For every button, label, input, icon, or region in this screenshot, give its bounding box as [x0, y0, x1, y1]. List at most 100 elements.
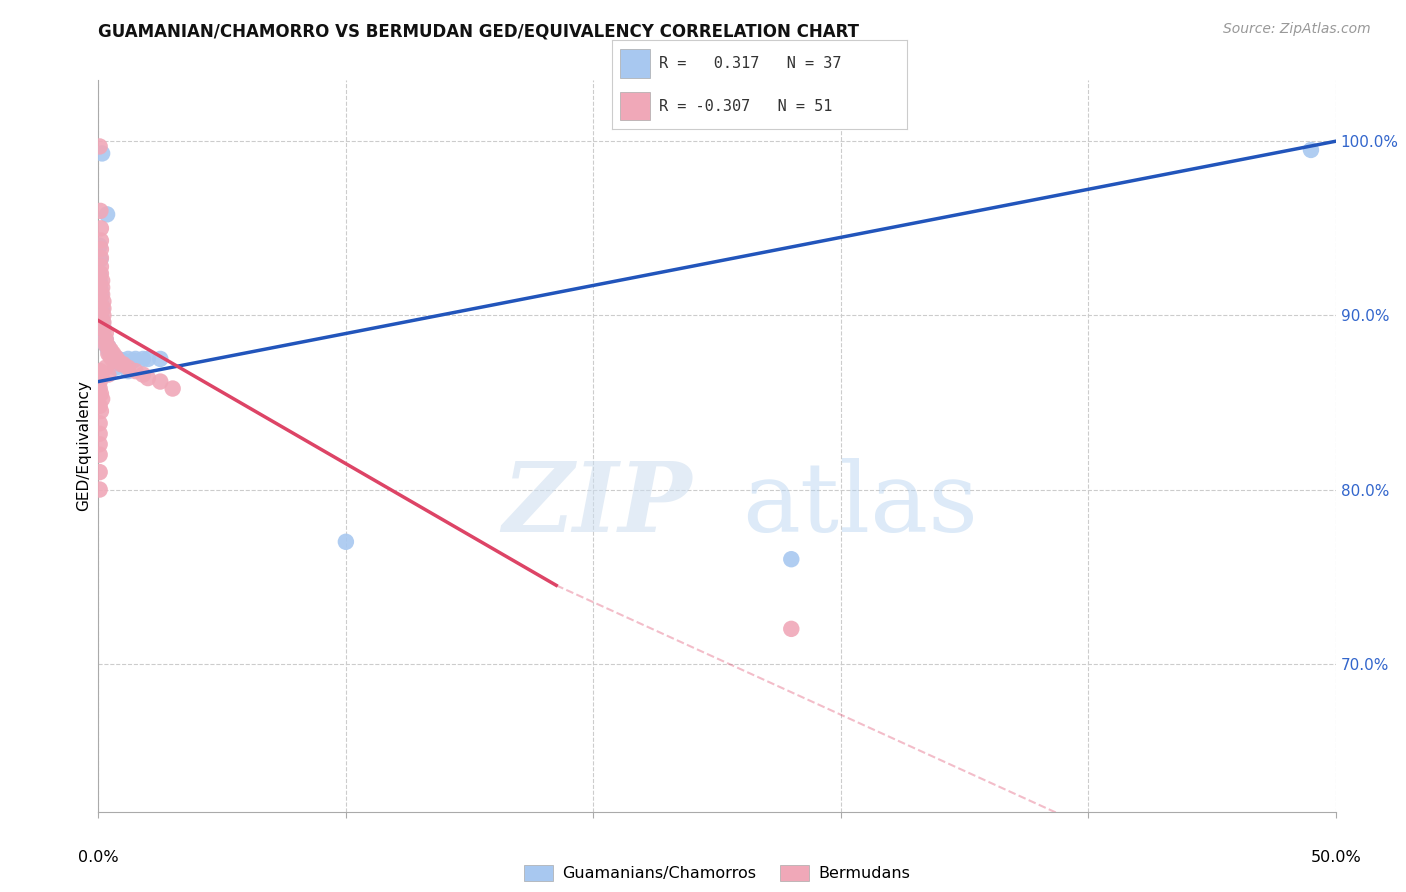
Point: [103, 350, 125, 364]
Point: [94, 360, 117, 375]
Point: [103, 353, 125, 368]
Point: [96, 207, 118, 221]
Point: [91, 392, 114, 406]
Point: [780, 552, 803, 566]
Point: [91, 287, 114, 301]
Point: [132, 368, 155, 382]
Point: [89, 465, 111, 479]
Point: [89, 437, 111, 451]
Text: atlas: atlas: [742, 458, 977, 551]
Point: [90, 251, 112, 265]
Point: [89, 448, 111, 462]
Point: [93, 320, 115, 334]
Point: [162, 382, 184, 396]
Point: [107, 351, 129, 366]
Point: [94, 333, 117, 347]
FancyBboxPatch shape: [620, 49, 650, 78]
Point: [90, 310, 112, 325]
Point: [103, 347, 125, 361]
Point: [89, 382, 111, 396]
Point: [91, 301, 114, 316]
FancyBboxPatch shape: [620, 92, 650, 120]
Point: [100, 343, 122, 358]
Point: [91, 274, 114, 288]
Point: [90, 404, 112, 418]
Point: [104, 350, 127, 364]
Point: [149, 375, 172, 389]
Point: [94, 338, 117, 352]
Point: [124, 364, 146, 378]
Point: [93, 322, 115, 336]
Point: [112, 357, 135, 371]
Point: [117, 351, 139, 366]
Point: [89, 282, 111, 296]
Point: [103, 350, 125, 364]
Point: [89, 274, 111, 288]
Point: [112, 353, 135, 368]
Point: [89, 417, 111, 431]
Point: [89, 238, 111, 252]
Legend: Guamanians/Chamorros, Bermudans: Guamanians/Chamorros, Bermudans: [517, 859, 917, 888]
Point: [90, 296, 112, 310]
Point: [89, 483, 111, 497]
Point: [90, 267, 112, 281]
Point: [107, 353, 129, 368]
Text: 50.0%: 50.0%: [1310, 850, 1361, 865]
Point: [89, 203, 111, 218]
Point: [122, 353, 145, 368]
Point: [335, 534, 357, 549]
Point: [132, 351, 155, 366]
Point: [91, 315, 114, 329]
Point: [100, 348, 122, 362]
Text: Source: ZipAtlas.com: Source: ZipAtlas.com: [1223, 22, 1371, 37]
Point: [94, 338, 117, 352]
Point: [89, 426, 111, 441]
Text: R = -0.307   N = 51: R = -0.307 N = 51: [659, 99, 832, 113]
Point: [124, 351, 146, 366]
Point: [89, 375, 111, 389]
Point: [90, 369, 112, 384]
Point: [89, 399, 111, 413]
Point: [89, 267, 111, 281]
Point: [110, 353, 132, 368]
Point: [93, 294, 115, 309]
Point: [97, 368, 120, 382]
Point: [90, 386, 112, 401]
Point: [91, 146, 114, 161]
Point: [97, 347, 120, 361]
Point: [1299, 143, 1322, 157]
Point: [97, 343, 120, 358]
Point: [93, 322, 115, 336]
Point: [90, 234, 112, 248]
Point: [93, 309, 115, 323]
Point: [91, 329, 114, 343]
Point: [136, 351, 159, 366]
Point: [90, 287, 112, 301]
Point: [89, 139, 111, 153]
Text: R =   0.317   N = 37: R = 0.317 N = 37: [659, 56, 841, 70]
Text: ZIP: ZIP: [503, 458, 692, 551]
Point: [104, 360, 127, 375]
Point: [100, 350, 122, 364]
Point: [780, 622, 803, 636]
Point: [90, 260, 112, 274]
Point: [97, 340, 120, 354]
Point: [100, 345, 122, 359]
Point: [91, 280, 114, 294]
Point: [110, 357, 132, 371]
Text: 0.0%: 0.0%: [79, 850, 118, 865]
Point: [93, 315, 115, 329]
Point: [97, 340, 120, 354]
Text: GUAMANIAN/CHAMORRO VS BERMUDAN GED/EQUIVALENCY CORRELATION CHART: GUAMANIAN/CHAMORRO VS BERMUDAN GED/EQUIV…: [98, 22, 859, 40]
Point: [94, 326, 117, 340]
Point: [89, 364, 111, 378]
Point: [104, 351, 127, 366]
Point: [90, 221, 112, 235]
Point: [94, 333, 117, 347]
Point: [117, 364, 139, 378]
Point: [117, 360, 139, 375]
Point: [89, 252, 111, 267]
Point: [136, 371, 159, 385]
Point: [93, 301, 115, 316]
Point: [90, 242, 112, 256]
